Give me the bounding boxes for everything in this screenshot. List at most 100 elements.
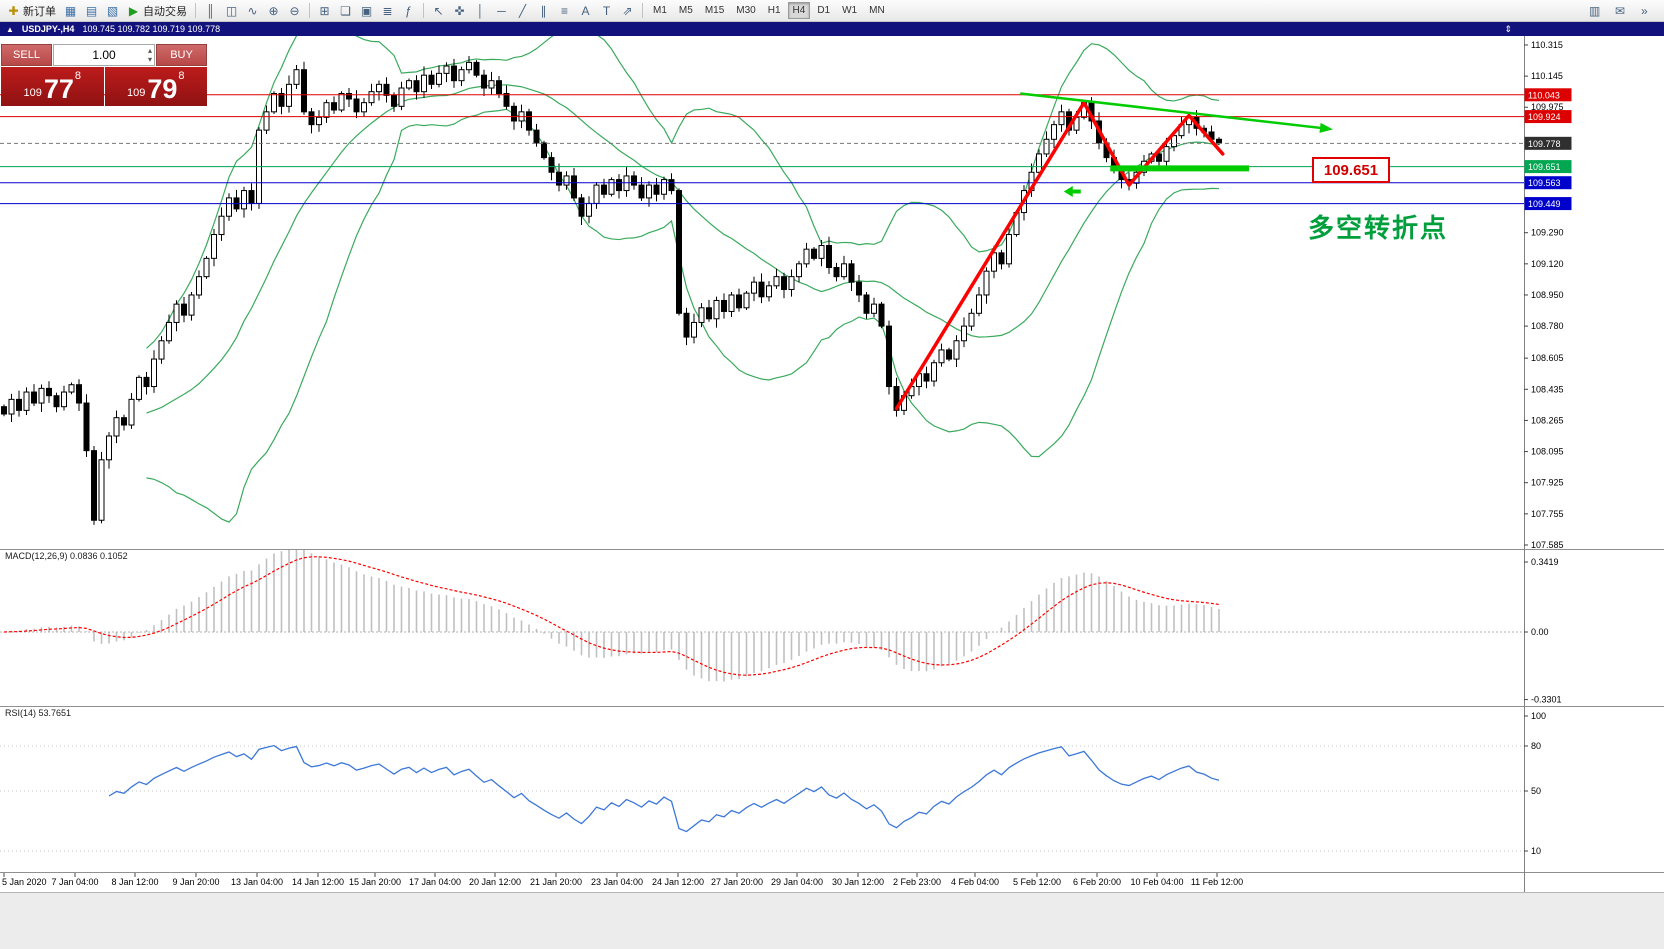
horizontal-line-icon[interactable]: ─ (491, 1, 512, 20)
chart-list-icon[interactable]: ▥ (1585, 1, 1605, 20)
buy-button[interactable]: BUY (156, 44, 207, 66)
svg-text:108.265: 108.265 (1531, 415, 1564, 425)
indicators-icon[interactable]: ƒ (398, 1, 419, 20)
chart-ohlc-values: 109.745 109.782 109.719 109.778 (82, 24, 221, 34)
buy-price-sup: 8 (178, 70, 185, 82)
timeframe-h4-button[interactable]: H4 (787, 2, 811, 19)
new-chart-icon[interactable]: ▣ (356, 1, 377, 20)
market-watch-icon[interactable]: ▦ (60, 1, 81, 20)
turning-point-annotation[interactable]: 多空转折点 (1308, 213, 1449, 243)
data-window-icon-icon: ▤ (85, 3, 98, 18)
timeframe-d1-button[interactable]: D1 (812, 2, 835, 19)
rsi-panel[interactable] (0, 744, 1524, 852)
buy-price-display[interactable]: 109 79 8 (104, 67, 207, 106)
bollinger-band-line (146, 108, 1220, 523)
svg-text:109.778: 109.778 (1528, 139, 1561, 149)
volume-field[interactable]: 1.00 ▴ ▾ (53, 44, 155, 66)
time-axis[interactable]: 5 Jan 2020 7 Jan 04:00 8 Jan 12:00 9 Jan 20… (2, 873, 1243, 887)
one-click-collapse-icon[interactable]: ▲ (6, 24, 14, 34)
rsi-line (108, 744, 1220, 833)
new-chart-icon-icon: ▣ (360, 3, 373, 18)
autotrading-button[interactable]: ▶ 自动交易 (123, 1, 191, 20)
timeframe-h1-button[interactable]: H1 (763, 2, 786, 19)
vertical-line-icon[interactable]: │ (470, 1, 491, 20)
svg-text:17 Jan 04:00: 17 Jan 04:00 (409, 877, 461, 887)
svg-text:29 Jan 04:00: 29 Jan 04:00 (771, 877, 823, 887)
green-descending-trendline[interactable] (1020, 92, 1325, 130)
new-order-button-label: 新订单 (23, 5, 56, 18)
fibonacci-icon[interactable]: ≡ (554, 1, 575, 20)
toolbar-separator (195, 3, 196, 18)
cascade-windows-icon-icon: ❏ (340, 3, 351, 18)
new-order-button[interactable]: ✚ 新订单 (3, 1, 60, 20)
svg-text:14 Jan 12:00: 14 Jan 12:00 (292, 877, 344, 887)
volume-value[interactable]: 1.00 (92, 48, 116, 62)
volume-increase-icon[interactable]: ▴ (147, 46, 152, 55)
mailbox-icon[interactable]: ✉ (1611, 1, 1631, 20)
svg-text:8 Jan 12:00: 8 Jan 12:00 (111, 877, 158, 887)
timeframe-mn-button[interactable]: MN (864, 2, 890, 19)
green-left-arrow-icon[interactable] (1063, 185, 1081, 197)
cascade-windows-icon[interactable]: ❏ (335, 1, 356, 20)
sell-button[interactable]: SELL (1, 44, 52, 66)
svg-text:27 Jan 20:00: 27 Jan 20:00 (711, 877, 763, 887)
bar-chart-icon[interactable]: ║ (200, 1, 221, 20)
cursor-icon-icon: ↖ (433, 3, 444, 18)
arrows-icon[interactable]: ⇗ (617, 1, 638, 20)
svg-text:23 Jan 04:00: 23 Jan 04:00 (591, 877, 643, 887)
zoom-in-icon[interactable]: ⊕ (263, 1, 284, 20)
main-chart-area[interactable] (0, 36, 1524, 525)
macd-panel[interactable] (0, 546, 1524, 682)
profiles-icon[interactable]: ≣ (377, 1, 398, 20)
chart-canvas[interactable]: 110.315 110.145 109.975 109.290 109.120 108.9… (0, 36, 1664, 892)
crosshair-icon[interactable]: ✜ (449, 1, 470, 20)
timeframe-m30-button[interactable]: M30 (731, 2, 760, 19)
zoom-out-icon[interactable]: ⊖ (284, 1, 305, 20)
candlestick-icon-icon: ◫ (225, 3, 238, 18)
sell-price-display[interactable]: 109 77 8 (1, 67, 104, 106)
toolbar-overflow-icon[interactable]: » (1637, 1, 1657, 20)
timeframe-m15-button[interactable]: M15 (700, 2, 729, 19)
volume-spinner[interactable]: ▴ ▾ (148, 46, 152, 64)
chart-title-bar[interactable]: ▲ USDJPY-,H4 109.745 109.782 109.719 109… (0, 22, 1664, 36)
red-zigzag-trendline[interactable] (894, 100, 1225, 411)
one-click-trading-panel: SELL 1.00 ▴ ▾ BUY 109 77 8 109 79 8 (1, 44, 207, 106)
tile-windows-icon-icon: ⊞ (319, 3, 330, 18)
bollinger-band-line (146, 84, 1220, 414)
price-badge-109.651 (1524, 160, 1572, 174)
toolbar-right-cluster: ▥ ✉ » (1585, 1, 1661, 20)
svg-text:108.950: 108.950 (1531, 290, 1564, 300)
navigator-icon[interactable]: ▧ (102, 1, 123, 20)
svg-text:108.605: 108.605 (1531, 353, 1564, 363)
svg-text:107.755: 107.755 (1531, 509, 1564, 519)
sell-price-sup: 8 (74, 70, 82, 82)
cursor-icon[interactable]: ↖ (428, 1, 449, 20)
candlestick-icon[interactable]: ◫ (221, 1, 242, 20)
channel-icon[interactable]: ∥ (533, 1, 554, 20)
price-badge-109.924 (1524, 110, 1572, 124)
price-badge-109.563 (1524, 176, 1572, 190)
svg-text:9 Jan 20:00: 9 Jan 20:00 (172, 877, 219, 887)
text-icon[interactable]: A (575, 1, 596, 20)
timeframe-m1-button[interactable]: M1 (648, 2, 672, 19)
trendline-icon[interactable]: ╱ (512, 1, 533, 20)
chart-scroll-icon[interactable]: ⇕ (1504, 23, 1512, 34)
toolbar-separator (423, 3, 424, 18)
price-level-callout[interactable]: 109.651 (1312, 157, 1390, 183)
buy-price-prefix: 109 (126, 87, 146, 99)
label-icon[interactable]: T (596, 1, 617, 20)
data-window-icon[interactable]: ▤ (81, 1, 102, 20)
timeframe-w1-button[interactable]: W1 (837, 2, 862, 19)
profiles-icon-icon: ≣ (382, 3, 393, 18)
tile-windows-icon[interactable]: ⊞ (314, 1, 335, 20)
svg-text:108.780: 108.780 (1531, 321, 1564, 331)
volume-decrease-icon[interactable]: ▾ (147, 55, 152, 64)
line-chart-icon[interactable]: ∿ (242, 1, 263, 20)
svg-text:110.043: 110.043 (1528, 90, 1560, 100)
rsi-indicator-label: RSI(14) 53.7651 (5, 708, 72, 718)
svg-text:4 Feb 04:00: 4 Feb 04:00 (951, 877, 999, 887)
svg-text:5 Feb 12:00: 5 Feb 12:00 (1013, 877, 1061, 887)
price-axis[interactable]: 110.315 110.145 109.975 109.290 109.120 108.9… (1524, 40, 1572, 856)
svg-text:20 Jan 12:00: 20 Jan 12:00 (469, 877, 521, 887)
timeframe-m5-button[interactable]: M5 (674, 2, 698, 19)
